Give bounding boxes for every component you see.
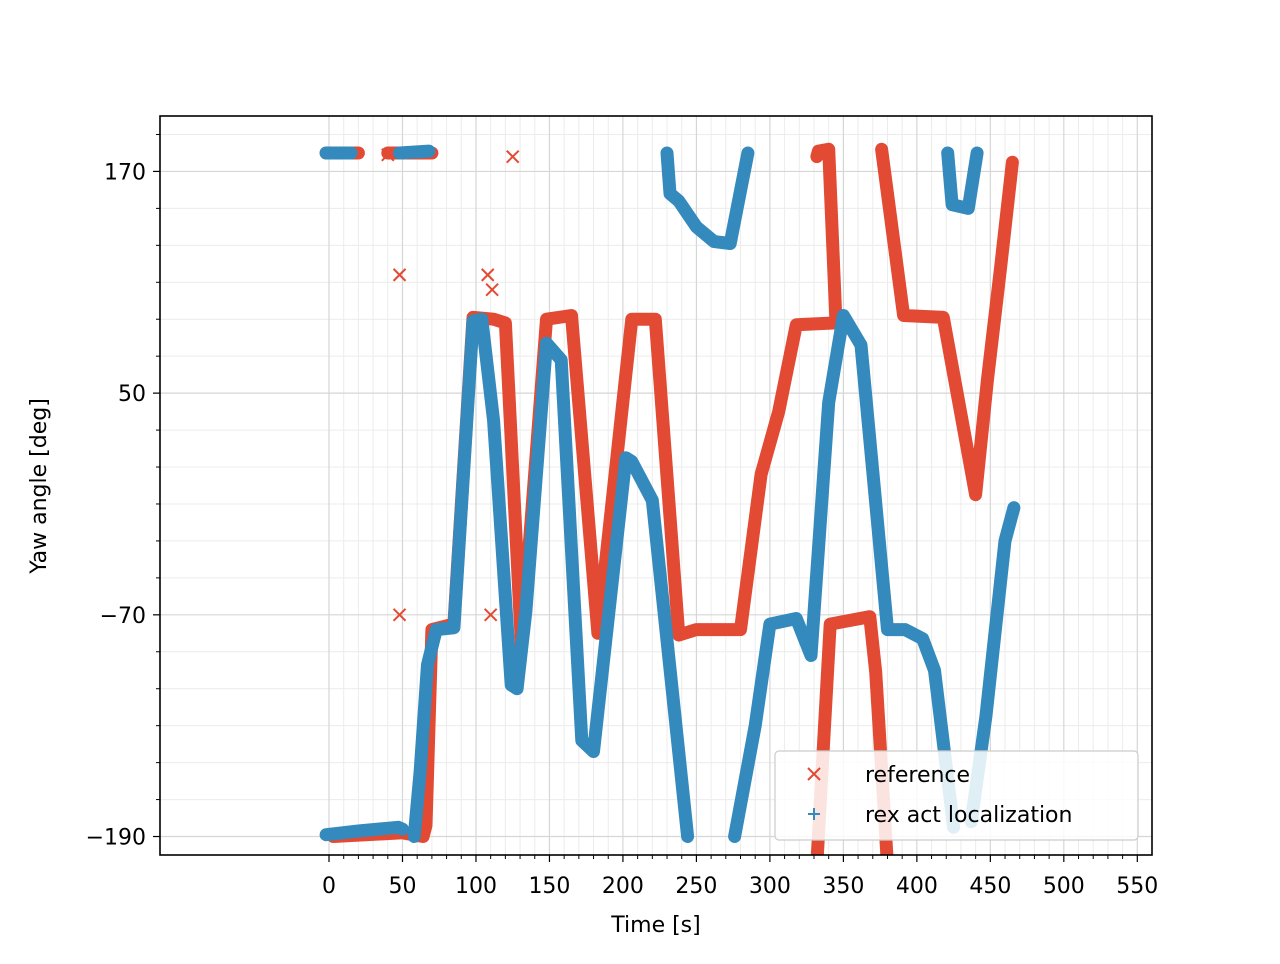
x-tick-label: 500 (1043, 874, 1085, 899)
x-marker (506, 149, 520, 164)
x-marker (481, 268, 495, 282)
y-tick-label: −190 (86, 826, 146, 851)
series-trace (941, 146, 984, 215)
y-tick-label: 50 (118, 382, 146, 407)
x-marker (483, 608, 498, 622)
x-axis-label: Time [s] (610, 913, 700, 938)
series-trace (660, 146, 755, 250)
x-marker (381, 148, 395, 162)
legend-frame (774, 750, 1139, 841)
y-axis-label: Yaw angle [deg] (27, 398, 52, 575)
axis-ticks: 0 50 100 150 200 250 300 350 400 450 500 550 −190 −70… (86, 133, 1158, 899)
series-trace (319, 820, 409, 842)
plot-frame (159, 115, 1153, 856)
x-tick-label: 550 (1116, 874, 1158, 899)
x-marker (485, 282, 499, 297)
x-tick-label: 200 (602, 874, 644, 899)
legend: reference rex act localization (774, 750, 1139, 841)
series-trace (393, 144, 436, 160)
legend-item: rex act localization (808, 803, 1072, 828)
x-tick-label: 350 (822, 874, 864, 899)
legend-label: reference (865, 763, 970, 788)
x-tick-label: 250 (675, 874, 717, 899)
x-marker (392, 608, 407, 622)
series-trace (810, 610, 894, 855)
x-tick-label: 0 (322, 874, 336, 899)
x-tick-label: 450 (969, 874, 1011, 899)
data-layer (319, 142, 1021, 855)
x-tick-label: 400 (896, 874, 938, 899)
y-tick-label: −70 (100, 604, 146, 629)
legend-label: rex act localization (865, 803, 1072, 828)
x-marker (807, 767, 821, 781)
x-tick-label: 100 (455, 874, 497, 899)
x-tick-label: 300 (749, 874, 791, 899)
x-tick-label: 50 (388, 874, 416, 899)
y-tick-label: 170 (104, 160, 146, 185)
series-trace (875, 142, 1019, 502)
x-tick-label: 150 (528, 874, 570, 899)
legend-item: reference (807, 763, 970, 788)
x-marker (392, 268, 407, 282)
plus-marker (808, 808, 820, 820)
series-trace (728, 309, 961, 843)
grid (160, 116, 1152, 855)
series-trace (407, 312, 695, 843)
